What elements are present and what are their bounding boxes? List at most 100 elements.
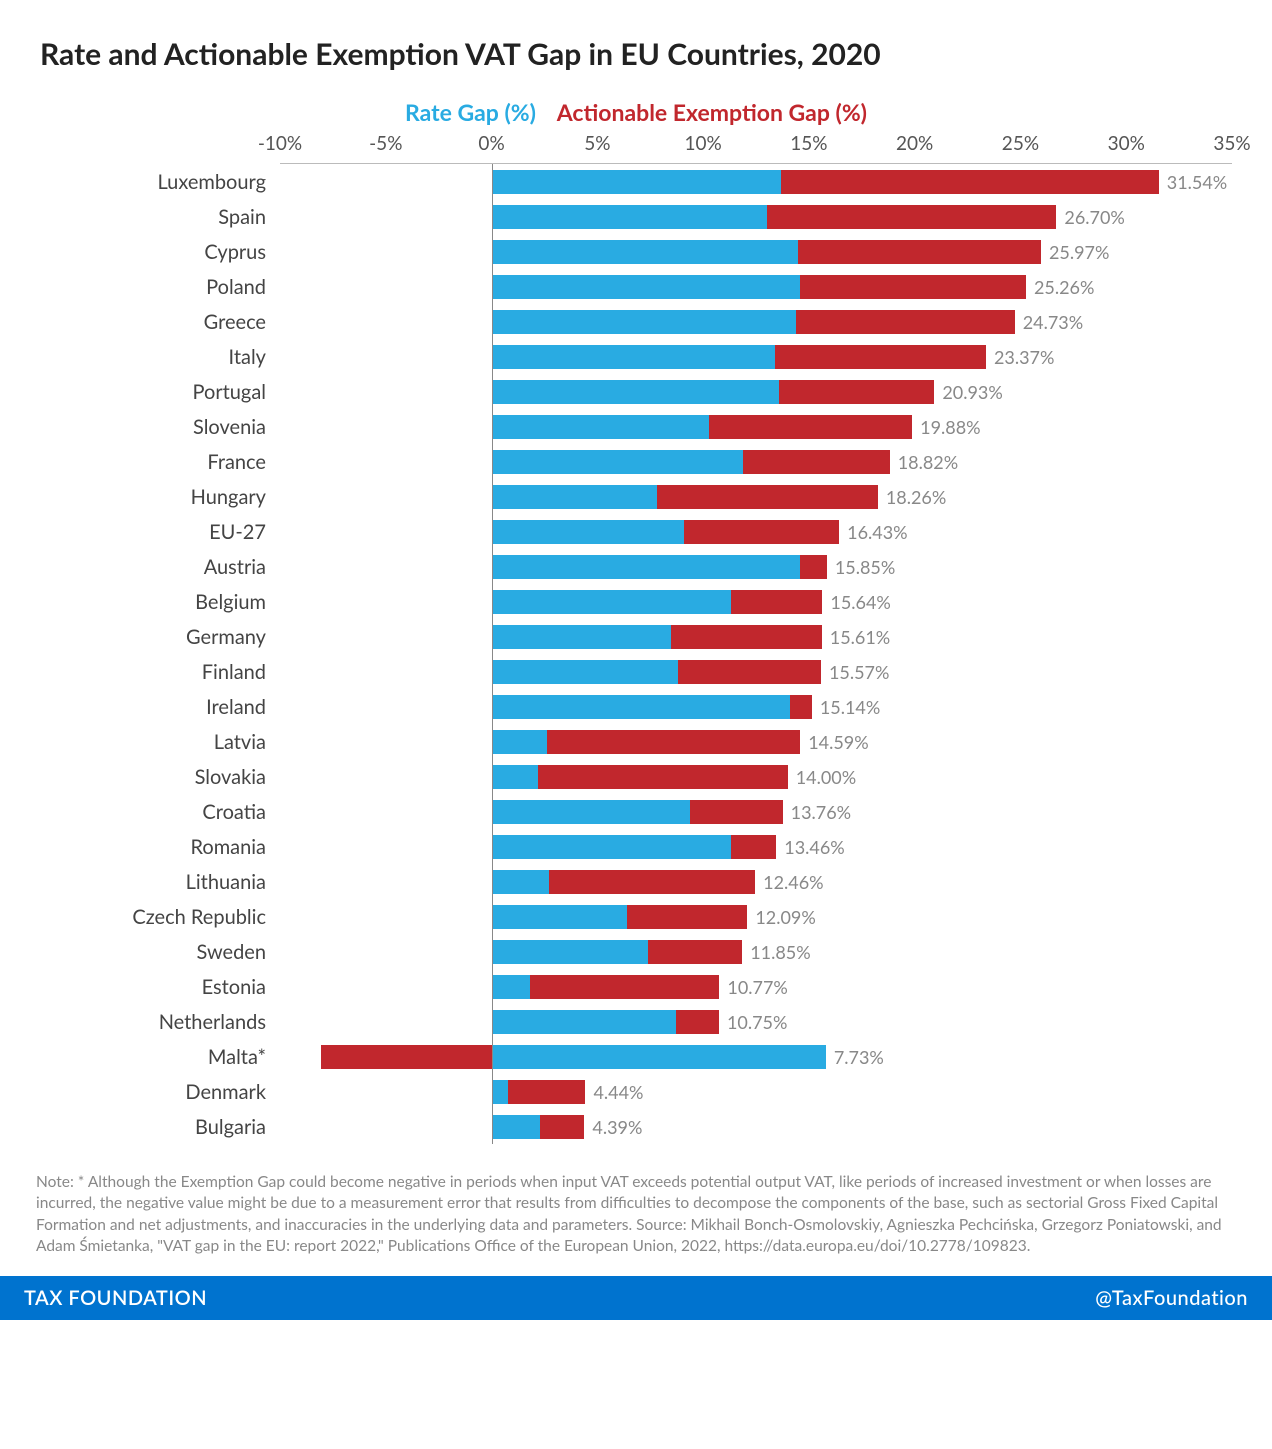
total-value-label: 15.57%: [821, 661, 889, 683]
bar-row: Slovakia14.00%: [40, 759, 1232, 794]
bar-row: Czech Republic 12.09%: [40, 899, 1232, 934]
bar-area: 19.88%: [280, 415, 1232, 439]
bar-area: 4.39%: [280, 1115, 1232, 1139]
bar-row: Denmark4.44%: [40, 1074, 1232, 1109]
exemption-bar: [800, 275, 1026, 299]
rate-bar: [492, 695, 790, 719]
rate-bar: [492, 345, 775, 369]
bar-area: 24.73%: [280, 310, 1232, 334]
bar-area: 11.85%: [280, 940, 1232, 964]
bar-area: 18.82%: [280, 450, 1232, 474]
exemption-bar: [530, 975, 720, 999]
axis-tick: -5%: [369, 132, 402, 155]
bar-area: 13.46%: [280, 835, 1232, 859]
rate-bar: [492, 275, 801, 299]
bar-area: 15.64%: [280, 590, 1232, 614]
rate-bar: [492, 1045, 826, 1069]
chart-area: -10%-5%0%5%10%15%20%25%30%35% Luxembourg…: [0, 132, 1272, 1154]
exemption-bar: [690, 800, 782, 824]
total-value-label: 24.73%: [1015, 311, 1083, 333]
bar-area: 12.09%: [280, 905, 1232, 929]
rate-bar: [492, 450, 744, 474]
footer-bar: TAX FOUNDATION @TaxFoundation: [0, 1276, 1272, 1320]
axis-tick: 30%: [1108, 132, 1145, 155]
bar-area: 13.76%: [280, 800, 1232, 824]
exemption-bar: [321, 1045, 492, 1069]
total-value-label: 15.85%: [827, 556, 895, 578]
bar-row: France18.82%: [40, 444, 1232, 479]
axis-tick: -10%: [258, 132, 302, 155]
total-value-label: 23.37%: [986, 346, 1054, 368]
bar-row: Estonia10.77%: [40, 969, 1232, 1004]
bar-row: Portugal20.93%: [40, 374, 1232, 409]
total-value-label: 10.77%: [719, 976, 787, 998]
bar-row: Cyprus25.97%: [40, 234, 1232, 269]
country-label: Greece: [40, 310, 280, 334]
exemption-bar: [676, 1010, 719, 1034]
total-value-label: 12.09%: [747, 906, 815, 928]
legend-rate: Rate Gap (%): [405, 98, 536, 126]
rate-bar: [492, 1010, 676, 1034]
bar-area: 18.26%: [280, 485, 1232, 509]
country-label: Slovenia: [40, 415, 280, 439]
country-label: Czech Republic: [40, 905, 280, 929]
bar-row: EU-2716.43%: [40, 514, 1232, 549]
rate-bar: [492, 555, 801, 579]
axis-tick: 20%: [896, 132, 933, 155]
bar-area: 12.46%: [280, 870, 1232, 894]
bar-row: Hungary 18.26%: [40, 479, 1232, 514]
rate-bar: [492, 730, 547, 754]
rate-bar: [492, 520, 685, 544]
bar-area: 23.37%: [280, 345, 1232, 369]
total-value-label: 18.26%: [878, 486, 946, 508]
exemption-bar: [549, 870, 755, 894]
bar-row: Slovenia 19.88%: [40, 409, 1232, 444]
bar-area: 7.73%: [280, 1045, 1232, 1069]
bar-row: Greece 24.73%: [40, 304, 1232, 339]
bar-area: 4.44%: [280, 1080, 1232, 1104]
bar-area: 15.85%: [280, 555, 1232, 579]
exemption-bar: [781, 170, 1158, 194]
rate-bar: [492, 1115, 541, 1139]
total-value-label: 16.43%: [839, 521, 907, 543]
exemption-bar: [684, 520, 839, 544]
total-value-label: 26.70%: [1056, 206, 1124, 228]
total-value-label: 19.88%: [912, 416, 980, 438]
bar-area: 25.97%: [280, 240, 1232, 264]
legend: Rate Gap (%) Actionable Exemption Gap (%…: [0, 90, 1272, 132]
axis-tick: 5%: [584, 132, 610, 155]
total-value-label: 25.97%: [1041, 241, 1109, 263]
country-label: Belgium: [40, 590, 280, 614]
bar-area: 25.26%: [280, 275, 1232, 299]
rate-bar: [492, 590, 731, 614]
bar-row: Ireland15.14%: [40, 689, 1232, 724]
bar-row: Austria15.85%: [40, 549, 1232, 584]
exemption-bar: [508, 1080, 585, 1104]
rate-bar: [492, 765, 539, 789]
rate-bar: [492, 835, 731, 859]
bar-row: Latvia14.59%: [40, 724, 1232, 759]
axis-tick: 25%: [1002, 132, 1039, 155]
bar-area: 14.00%: [280, 765, 1232, 789]
country-label: Romania: [40, 835, 280, 859]
total-value-label: 7.73%: [826, 1046, 884, 1068]
rate-bar: [492, 170, 782, 194]
exemption-bar: [796, 310, 1015, 334]
exemption-bar: [743, 450, 889, 474]
rate-bar: [492, 240, 799, 264]
x-axis: -10%-5%0%5%10%15%20%25%30%35%: [40, 132, 1232, 164]
country-label: Hungary: [40, 485, 280, 509]
exemption-bar: [547, 730, 801, 754]
exemption-bar: [775, 345, 986, 369]
bar-area: 15.61%: [280, 625, 1232, 649]
axis-tick: 0%: [478, 132, 504, 155]
axis-tick: 15%: [790, 132, 827, 155]
rate-bar: [492, 905, 627, 929]
rate-bar: [492, 870, 549, 894]
country-label: Malta*: [40, 1045, 280, 1069]
bar-area: 31.54%: [280, 170, 1232, 194]
exemption-bar: [798, 240, 1041, 264]
rate-bar: [492, 380, 780, 404]
country-label: Netherlands: [40, 1010, 280, 1034]
exemption-bar: [800, 555, 826, 579]
